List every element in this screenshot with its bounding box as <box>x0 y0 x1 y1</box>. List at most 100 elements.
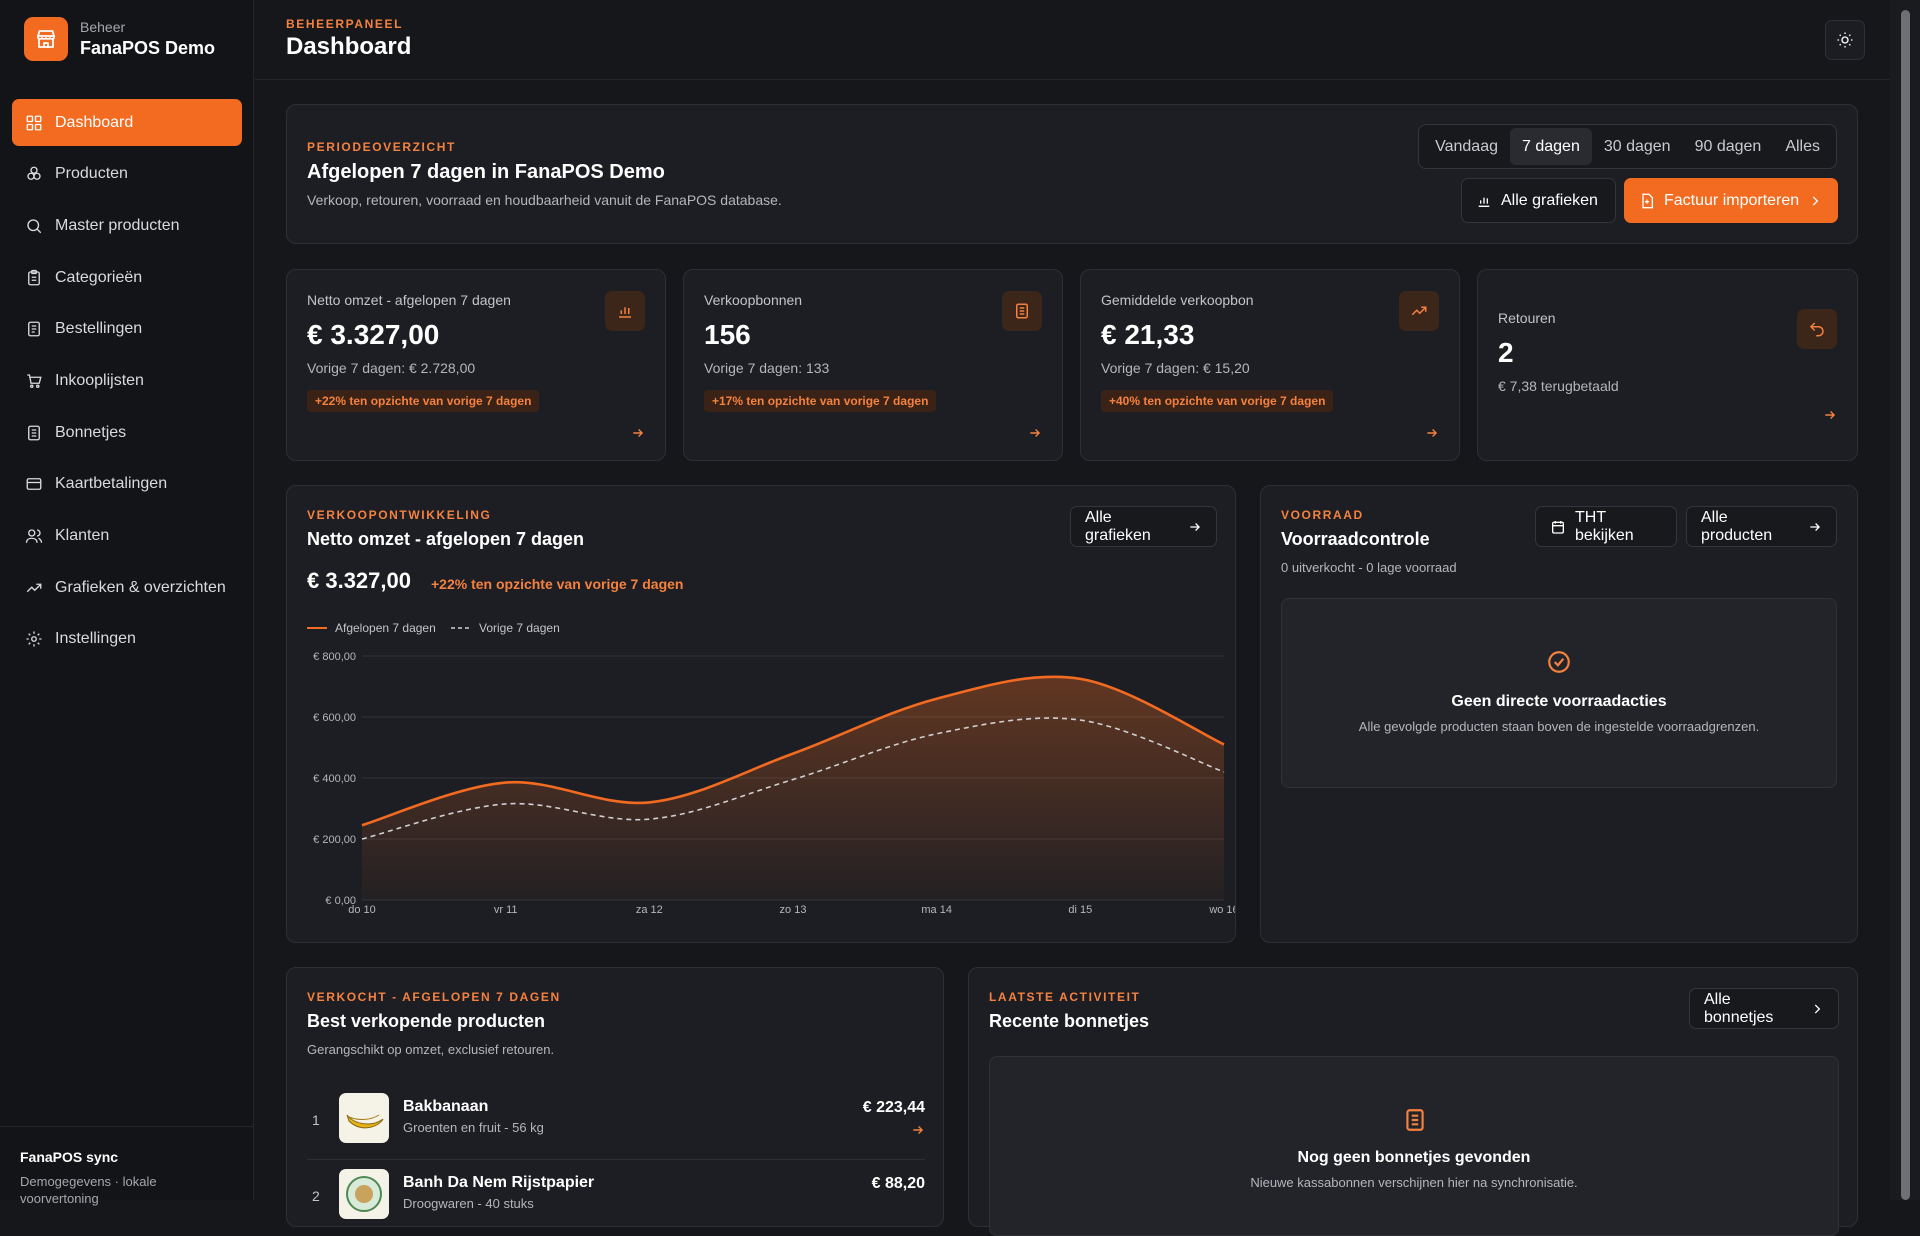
document-icon <box>25 320 43 338</box>
sidebar-nav: Dashboard Producten Master producten Cat… <box>12 99 242 668</box>
product-category: Droogwaren - 40 stuks <box>403 1196 534 1211</box>
kpi-comparison: Vorige 7 dagen: € 15,20 <box>1101 360 1250 376</box>
x-tick-label: do 10 <box>348 904 376 916</box>
period-description: Verkoop, retouren, voorraad en houdbaarh… <box>307 192 782 208</box>
kpi-card-verkoopbonnen[interactable]: Verkoopbonnen 156 Vorige 7 dagen: 133 +1… <box>683 269 1063 461</box>
legend-label-current: Afgelopen 7 dagen <box>335 621 436 635</box>
x-tick-label: zo 13 <box>780 904 807 916</box>
kpi-change-badge: +17% ten opzichte van vorige 7 dagen <box>704 390 936 412</box>
sidebar-item-bestellingen[interactable]: Bestellingen <box>12 306 242 353</box>
all-charts-button[interactable]: Alle grafieken <box>1461 178 1616 223</box>
sidebar-item-kaartbetalingen[interactable]: Kaartbetalingen <box>12 461 242 508</box>
arrow-right-icon[interactable] <box>1425 426 1439 440</box>
receipt-icon <box>25 424 43 442</box>
arrow-right-icon[interactable] <box>631 426 645 440</box>
receipt-icon <box>1402 1107 1428 1138</box>
chart-title: Netto omzet - afgelopen 7 dagen <box>307 529 584 550</box>
range-30-days[interactable]: 30 dagen <box>1592 128 1683 165</box>
check-circle-icon <box>1546 649 1572 680</box>
theme-toggle-button[interactable] <box>1825 20 1865 60</box>
arrow-right-icon[interactable] <box>1028 426 1042 440</box>
sidebar-item-master-producten[interactable]: Master producten <box>12 202 242 249</box>
sales-chart: Afgelopen 7 dagen Vorige 7 dagen € 0,00€… <box>287 606 1235 936</box>
y-tick-label: € 200,00 <box>313 834 356 846</box>
sidebar-item-bonnetjes[interactable]: Bonnetjes <box>12 409 242 456</box>
sidebar-item-categorieen[interactable]: Categorieën <box>12 254 242 301</box>
arrow-right-icon <box>1188 520 1202 534</box>
kpi-card-gemiddelde-verkoopbon[interactable]: Gemiddelde verkoopbon € 21,33 Vorige 7 d… <box>1080 269 1460 461</box>
top-bar: BEHEERPANEEL Dashboard <box>255 0 1890 80</box>
stock-summary: 0 uitverkocht - 0 lage voorraad <box>1281 560 1457 575</box>
chart-eyebrow: VERKOOPONTWIKKELING <box>307 508 491 522</box>
product-image-banana <box>339 1093 389 1143</box>
product-revenue: € 223,44 <box>863 1099 925 1117</box>
bar-chart-icon <box>605 291 645 331</box>
range-7-days[interactable]: 7 dagen <box>1510 128 1592 165</box>
product-rank: 2 <box>312 1188 320 1204</box>
all-products-button[interactable]: Alle producten <box>1686 506 1837 547</box>
chevron-right-icon <box>1810 1002 1824 1016</box>
period-eyebrow: PERIODEOVERZICHT <box>307 140 456 154</box>
range-selector: Vandaag 7 dagen 30 dagen 90 dagen Alles <box>1418 124 1837 169</box>
kpi-label: Netto omzet - afgelopen 7 dagen <box>307 292 511 308</box>
kpi-refund: € 7,38 terugbetaald <box>1498 378 1619 394</box>
kpi-card-netto-omzet[interactable]: Netto omzet - afgelopen 7 dagen € 3.327,… <box>286 269 666 461</box>
legend-label-previous: Vorige 7 dagen <box>479 621 560 635</box>
kpi-label: Retouren <box>1498 310 1556 326</box>
scrollbar[interactable] <box>1890 0 1920 1200</box>
range-90-days[interactable]: 90 dagen <box>1683 128 1774 165</box>
sidebar-item-grafieken[interactable]: Grafieken & overzichten <box>12 564 242 611</box>
brand[interactable]: Beheer FanaPOS Demo <box>24 17 215 61</box>
chart-change: +22% ten opzichte van vorige 7 dagen <box>431 576 683 592</box>
y-tick-label: € 600,00 <box>313 712 356 724</box>
product-revenue: € 88,20 <box>872 1175 925 1193</box>
product-row[interactable]: 1 Bakbanaan Groenten en fruit - 56 kg € … <box>307 1087 925 1160</box>
sidebar-item-producten[interactable]: Producten <box>12 151 242 198</box>
sales-chart-card: VERKOOPONTWIKKELING Netto omzet - afgelo… <box>286 485 1236 943</box>
all-receipts-button[interactable]: Alle bonnetjes <box>1689 988 1839 1029</box>
search-icon <box>25 217 43 235</box>
card-icon <box>25 475 43 493</box>
sidebar-item-inkooplijsten[interactable]: Inkooplijsten <box>12 357 242 404</box>
stock-empty-state: Geen directe voorraadacties Alle gevolgd… <box>1281 598 1837 788</box>
x-tick-label: wo 16 <box>1208 904 1235 916</box>
receipts-empty-description: Nieuwe kassabonnen verschijnen hier na s… <box>990 1175 1838 1190</box>
receipts-empty-title: Nog geen bonnetjes gevonden <box>990 1149 1838 1167</box>
sidebar-item-klanten[interactable]: Klanten <box>12 513 242 560</box>
kpi-value: 156 <box>704 319 751 351</box>
import-invoice-label: Factuur importeren <box>1664 192 1799 210</box>
sidebar-item-instellingen[interactable]: Instellingen <box>12 616 242 663</box>
range-today[interactable]: Vandaag <box>1423 128 1510 165</box>
sun-icon <box>1836 31 1854 49</box>
sidebar-item-dashboard[interactable]: Dashboard <box>12 99 242 146</box>
stock-title: Voorraadcontrole <box>1281 529 1430 550</box>
arrow-right-icon[interactable] <box>911 1123 925 1137</box>
tht-button[interactable]: THT bekijken <box>1535 506 1677 547</box>
all-receipts-label: Alle bonnetjes <box>1704 991 1801 1027</box>
range-all[interactable]: Alles <box>1773 128 1832 165</box>
y-tick-label: € 800,00 <box>313 651 356 663</box>
best-sellers-card: VERKOCHT - AFGELOPEN 7 DAGEN Best verkop… <box>286 967 944 1227</box>
trend-up-icon <box>1399 291 1439 331</box>
chevron-right-icon <box>1808 194 1822 208</box>
sync-subtitle: Demogegevens · lokale voorvertoning <box>20 1173 234 1207</box>
x-tick-label: za 12 <box>636 904 663 916</box>
kpi-label: Verkoopbonnen <box>704 292 802 308</box>
sidebar-item-label: Bestellingen <box>55 320 142 338</box>
chart-all-charts-button[interactable]: Alle grafieken <box>1070 506 1217 547</box>
sync-status: FanaPOS sync Demogegevens · lokale voorv… <box>0 1126 254 1200</box>
scrollbar-thumb[interactable] <box>1901 10 1910 1200</box>
arrow-right-icon <box>1808 520 1822 534</box>
arrow-right-icon[interactable] <box>1823 408 1837 422</box>
best-subtitle: Gerangschikt op omzet, exclusief retoure… <box>307 1042 554 1057</box>
cart-icon <box>25 372 43 390</box>
kpi-card-retouren[interactable]: Retouren 2 € 7,38 terugbetaald <box>1477 269 1858 461</box>
import-invoice-button[interactable]: Factuur importeren <box>1624 178 1838 223</box>
stock-empty-description: Alle gevolgde producten staan boven de i… <box>1282 719 1836 734</box>
users-icon <box>25 527 43 545</box>
product-name: Bakbanaan <box>403 1098 488 1116</box>
page-eyebrow: BEHEERPANEEL <box>286 17 403 31</box>
chart-plot <box>362 677 1224 900</box>
period-overview-card: PERIODEOVERZICHT Afgelopen 7 dagen in Fa… <box>286 104 1858 244</box>
sidebar-item-label: Klanten <box>55 527 109 545</box>
